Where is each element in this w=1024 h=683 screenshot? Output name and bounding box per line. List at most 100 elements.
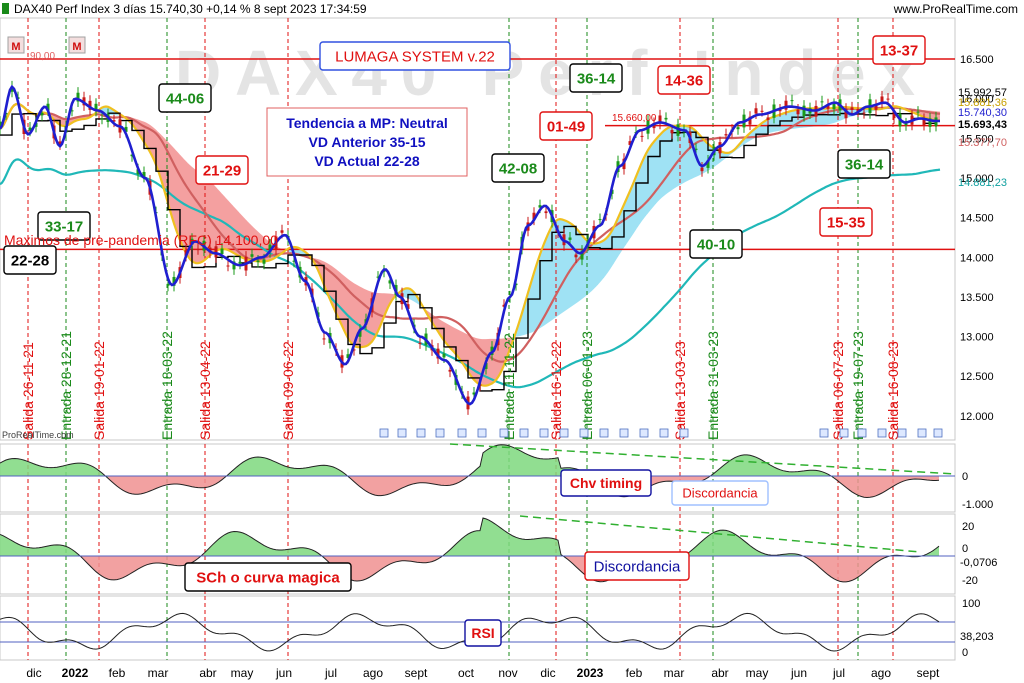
chv-fill — [267, 458, 270, 476]
cloud-segment — [632, 181, 634, 236]
cloud-segment — [592, 243, 594, 291]
cloud-segment — [364, 288, 366, 347]
chv-fill — [36, 464, 39, 476]
candle-body — [292, 260, 296, 262]
sch-fill — [555, 539, 558, 556]
sch-fill — [855, 556, 858, 579]
count-label: 36-14 — [577, 70, 616, 87]
chv-fill — [930, 476, 933, 481]
sch-fill — [135, 556, 138, 571]
rsi-axis-tick: 0 — [962, 647, 968, 659]
cloud-segment — [608, 233, 610, 273]
event-icon — [619, 428, 629, 438]
sch-fill — [309, 548, 312, 556]
cloud-segment — [548, 229, 550, 323]
cloud-segment — [482, 339, 484, 386]
chv-fill — [405, 476, 408, 487]
chv-fill — [855, 476, 858, 496]
sch-fill — [174, 556, 177, 566]
chv-fill — [909, 476, 912, 480]
sch-fill — [363, 556, 366, 581]
sch-fill — [270, 548, 273, 556]
sch-fill — [396, 556, 399, 562]
cloud-segment — [692, 128, 694, 179]
sch-fill — [831, 556, 834, 579]
sch-fill — [276, 549, 279, 556]
cloud-segment — [626, 195, 628, 245]
chv-fill — [429, 476, 432, 484]
cloud-segment — [640, 162, 642, 224]
chv-fill — [123, 476, 126, 492]
signal-label: Salida 16-12-22 — [548, 341, 564, 440]
price-tick: 12.500 — [960, 371, 994, 383]
sch-fill — [537, 538, 540, 556]
chv-fill — [147, 476, 150, 493]
chv-fill — [150, 476, 153, 492]
candle-body — [574, 254, 578, 258]
chv-fill — [921, 476, 924, 480]
candle-body — [544, 211, 548, 214]
cloud-segment — [350, 280, 352, 344]
signal-label: Entrada 19-07-23 — [850, 331, 866, 440]
event-icon — [539, 428, 549, 438]
sch-axis-tick: 0 — [962, 543, 968, 555]
count-label: 22-28 — [11, 252, 49, 269]
sch-fill — [285, 549, 288, 556]
sch-fill — [3, 535, 6, 556]
price-line — [0, 84, 940, 406]
sch-fill — [702, 538, 705, 556]
chv-fill — [0, 461, 3, 476]
count-label-box — [37, 211, 91, 241]
sch-fill — [738, 536, 741, 556]
month-tick: dic — [26, 666, 41, 680]
event-icon — [397, 428, 407, 438]
cloud-segment — [656, 136, 658, 204]
sch-fill — [426, 556, 429, 563]
sch-fill — [300, 547, 303, 556]
sch-fill — [129, 556, 132, 575]
month-tick: dic — [540, 666, 555, 680]
sch-fill — [42, 546, 45, 556]
price-tick: 14.500 — [960, 213, 994, 225]
candle-body — [724, 134, 728, 136]
chv-fill — [426, 476, 429, 484]
month-tick: ago — [363, 666, 383, 680]
cloud-segment — [460, 330, 462, 363]
sch-fill — [834, 556, 837, 581]
event-icon — [559, 428, 569, 438]
chv-fill — [336, 468, 339, 476]
sch-fill — [492, 521, 495, 556]
count-label: 15-35 — [827, 214, 865, 231]
sch-fill — [138, 556, 141, 570]
cloud-segment — [642, 157, 644, 221]
sch-fill — [819, 556, 822, 570]
sch-fill — [291, 548, 294, 556]
sch-fill — [711, 532, 714, 556]
chv-fill — [774, 467, 777, 476]
chv-fill — [663, 476, 666, 482]
sch-fill — [867, 556, 870, 571]
cloud-segment — [602, 240, 604, 281]
price-line — [0, 84, 940, 406]
chv-fill — [735, 456, 738, 476]
chv-fill — [522, 451, 525, 476]
chv-panel-frame — [0, 443, 956, 513]
chv-fill — [918, 476, 921, 480]
chv-fill — [489, 447, 492, 476]
sch-fill — [486, 518, 489, 556]
cloud-segment — [764, 120, 766, 135]
sch-fill — [528, 539, 531, 556]
month-tick: abr — [199, 666, 216, 680]
chv-fill — [543, 458, 546, 476]
cloud-segment — [560, 219, 562, 315]
candle-body — [76, 92, 80, 102]
chv-fill — [9, 458, 12, 476]
price-tick: 13.000 — [960, 332, 994, 344]
candle-body — [640, 135, 644, 137]
chv-fill — [291, 467, 294, 476]
ma-slow-line — [0, 158, 941, 389]
chv-fill — [333, 466, 336, 476]
chv-fill — [894, 476, 897, 486]
chv-fill — [750, 455, 753, 476]
chv-fill — [318, 465, 321, 476]
